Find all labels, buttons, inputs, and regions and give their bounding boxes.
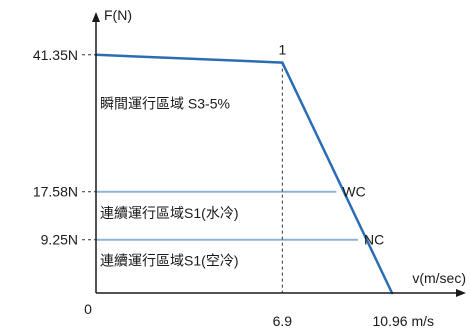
x-axis-arrow [456,289,466,297]
labels: F(N) v(m/sec) 0 WC NC 41.35N 17.58N 9.25N 6.9… [33,7,466,329]
point-label-0: 1 [278,42,286,58]
y-axis-arrow [92,12,100,22]
guide-lines [82,54,283,293]
x-tick-label-0: 6.9 [273,313,293,329]
y-tick-label-1: 17.58N [33,184,78,200]
x-axis-title: v(m/sec) [412,270,466,286]
curve-segment-0 [94,53,284,64]
y-tick-label-2: 9.25N [41,232,78,248]
region-label-2: 連續運行區域S1(空冷) [100,252,238,268]
y-tick-label-0: 41.35N [33,47,78,63]
curve-segment-1 [281,61,394,295]
curve-label-nc: NC [364,232,384,248]
y-axis-title: F(N) [104,7,132,23]
curve-point-1 [281,61,284,64]
x-tick-label-1: 10.96 m/s [373,313,434,329]
region-label-0: 瞬間運行區域 S3-5% [100,96,230,112]
origin-label: 0 [84,301,92,317]
axes [92,12,466,297]
reference-lines [96,190,358,241]
curve-label-wc: WC [342,184,365,200]
region-label-1: 連續運行區域S1(水冷) [100,205,238,221]
